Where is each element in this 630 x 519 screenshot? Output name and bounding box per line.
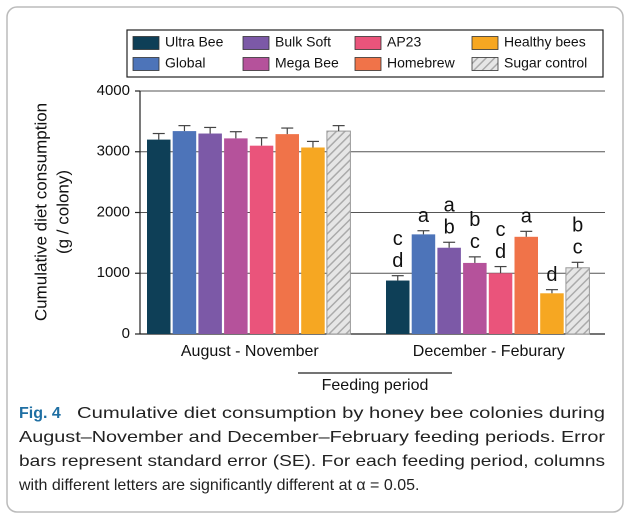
caption-text: August–November and December–February fe…	[19, 429, 606, 446]
significance-letter: a	[444, 195, 456, 217]
y-tick-label: 0	[122, 325, 130, 342]
legend-label: Mega Bee	[275, 55, 339, 71]
caption-text: Cumulative diet consumption by honey bee…	[77, 405, 605, 422]
legend-swatch	[354, 57, 382, 71]
y-tick-label: 3000	[97, 143, 130, 160]
significance-letter: a	[418, 205, 430, 227]
legend-label: Bulk Soft	[275, 34, 331, 50]
x-axis-label: Feeding period	[322, 377, 429, 394]
significance-letter: c	[470, 231, 480, 253]
legend-swatch	[471, 57, 499, 71]
legend-label: Healthy bees	[504, 34, 586, 50]
significance-letter: c	[393, 228, 403, 250]
caption-label: Fig. 4	[19, 405, 61, 422]
significance-letter: d	[495, 241, 506, 263]
frame	[6, 6, 624, 513]
bar	[540, 293, 564, 334]
bar	[224, 138, 248, 334]
y-tick-label: 4000	[97, 82, 130, 99]
significance-letter: b	[444, 217, 455, 239]
legend-label: Sugar control	[504, 55, 587, 71]
bar	[411, 234, 436, 334]
bar	[249, 145, 274, 334]
significance-letter: c	[573, 237, 583, 259]
caption-text: with different letters are significantly…	[18, 477, 419, 494]
y-axis-label: (g / colony)	[53, 170, 72, 254]
legend-swatch	[354, 36, 382, 50]
significance-letter: a	[521, 206, 533, 228]
legend-swatch	[242, 57, 270, 71]
legend-swatch	[132, 36, 160, 50]
caption-text: bars represent standard error (SE). For …	[19, 453, 605, 470]
significance-letter: d	[392, 250, 403, 272]
legend-label: Global	[165, 55, 205, 71]
x-tick-label: August - November	[181, 343, 320, 360]
legend-swatch	[242, 36, 270, 50]
legend-label: AP23	[387, 34, 421, 50]
bar	[463, 262, 487, 334]
bar	[172, 131, 197, 334]
significance-letter: b	[469, 209, 480, 231]
bar	[301, 147, 325, 334]
legend-label: Homebrew	[387, 55, 456, 71]
significance-letter: c	[496, 219, 506, 241]
legend-swatch	[132, 57, 160, 71]
bar	[147, 139, 171, 334]
bar	[386, 280, 410, 334]
bar	[488, 273, 513, 334]
significance-letter: b	[572, 215, 583, 237]
legend-label: Ultra Bee	[165, 34, 224, 50]
legend-swatch	[471, 36, 499, 50]
y-tick-label: 2000	[97, 203, 130, 220]
y-axis-label: Cumulative diet consumption	[31, 103, 50, 321]
bar	[326, 130, 351, 335]
y-tick-label: 1000	[97, 264, 130, 281]
significance-letter: d	[546, 264, 557, 286]
bar	[198, 133, 222, 334]
bar	[514, 236, 538, 334]
bar	[275, 134, 299, 334]
x-tick-label: December - Feburary	[413, 343, 565, 360]
bar	[565, 267, 590, 335]
bar	[437, 247, 461, 334]
